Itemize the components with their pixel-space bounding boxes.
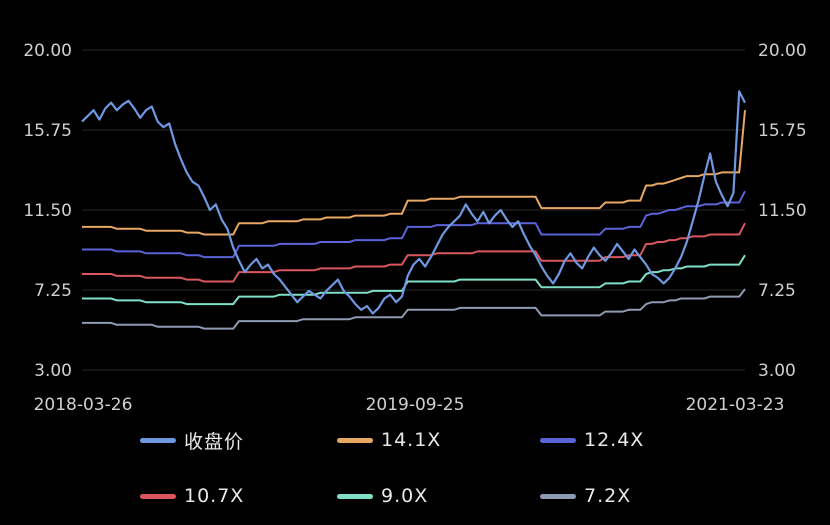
y-tick-left: 20.00: [23, 41, 72, 61]
series-line-0: [81, 90, 746, 315]
series-line-1: [82, 110, 746, 236]
x-tick-label: 2018-03-26: [34, 395, 133, 415]
y-tick-left: 15.75: [23, 121, 72, 141]
series-line-3: [82, 222, 746, 283]
y-tick-right: 7.25: [758, 281, 796, 301]
y-axis-right: 20.00 15.75 11.50 7.25 3.00: [758, 41, 807, 381]
y-tick-left: 7.25: [34, 281, 72, 301]
y-tick-right: 15.75: [758, 121, 807, 141]
series-line-2: [82, 190, 746, 259]
y-axis-left: 20.00 15.75 11.50 7.25 3.00: [23, 41, 72, 381]
grid-lines: [82, 49, 745, 371]
y-tick-right: 20.00: [758, 41, 807, 61]
y-tick-right: 3.00: [758, 361, 796, 381]
series-lines: [81, 90, 746, 330]
series-line-4: [82, 254, 746, 306]
x-tick-label: 2019-09-25: [366, 395, 465, 415]
x-tick-label: 2021-03-23: [686, 395, 785, 415]
y-tick-right: 11.50: [758, 201, 807, 221]
x-axis: 2018-03-26 2019-09-25 2021-03-23: [34, 395, 785, 415]
series-line-5: [82, 288, 746, 330]
y-tick-left: 3.00: [34, 361, 72, 381]
y-tick-left: 11.50: [23, 201, 72, 221]
